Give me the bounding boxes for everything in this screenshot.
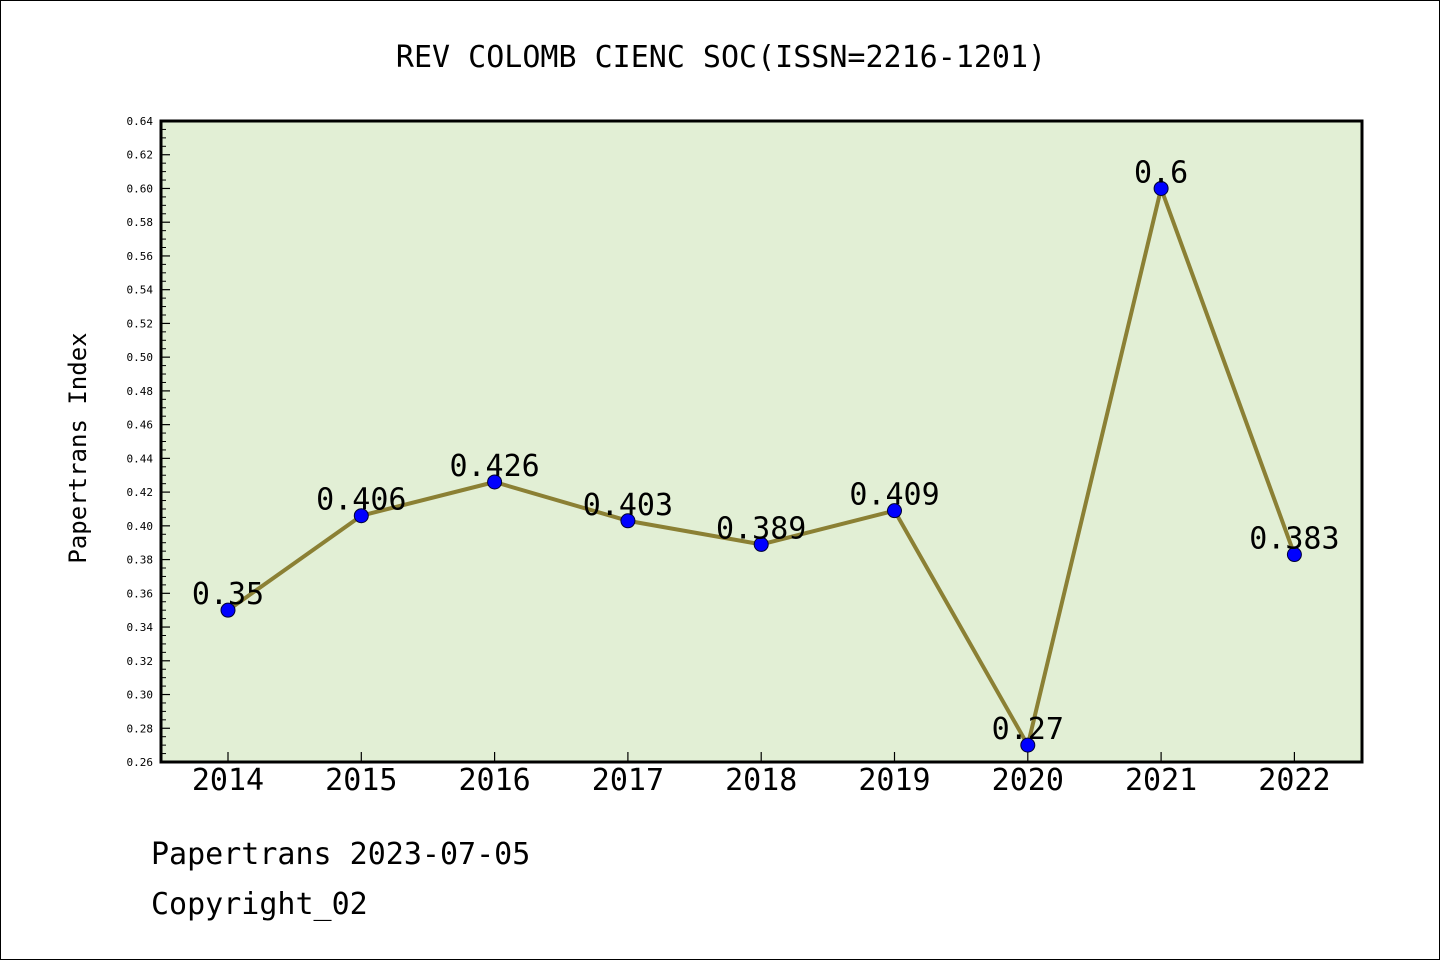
data-label: 0.426 bbox=[449, 449, 539, 484]
y-tick-label: 0.60 bbox=[127, 182, 154, 195]
data-label: 0.6 bbox=[1134, 155, 1188, 190]
y-tick-label: 0.50 bbox=[127, 351, 154, 364]
data-label: 0.389 bbox=[716, 511, 806, 546]
plot-area bbox=[159, 119, 1364, 764]
x-tick-label: 2018 bbox=[725, 763, 797, 798]
x-tick-label: 2015 bbox=[325, 763, 397, 798]
footer-source-date: Papertrans 2023-07-05 bbox=[151, 837, 531, 872]
x-tick-label: 2016 bbox=[458, 763, 530, 798]
data-label: 0.383 bbox=[1249, 522, 1339, 557]
data-label: 0.27 bbox=[992, 712, 1064, 747]
data-point bbox=[220, 602, 236, 618]
y-tick-label: 0.32 bbox=[127, 655, 154, 668]
footer-copyright: Copyright_02 bbox=[151, 887, 368, 922]
y-tick-label: 0.64 bbox=[127, 115, 154, 128]
series-group: 0.35 0.406 0.426 0.403 0.389 0.409 0.27 0.6 0.38… bbox=[192, 155, 1340, 753]
data-point bbox=[1153, 180, 1169, 196]
x-tick-label: 2014 bbox=[192, 763, 264, 798]
x-axis: 2014 2015 2016 2017 2018 2019 2020 2021 2022 bbox=[192, 752, 1331, 798]
y-tick-label: 0.38 bbox=[127, 554, 154, 567]
y-tick-label: 0.46 bbox=[127, 419, 154, 432]
data-label: 0.406 bbox=[316, 483, 406, 518]
data-point bbox=[753, 536, 769, 552]
y-tick-label: 0.36 bbox=[127, 587, 154, 600]
y-tick-label: 0.26 bbox=[127, 756, 154, 769]
y-tick-label: 0.62 bbox=[127, 149, 154, 162]
y-tick-label: 0.54 bbox=[127, 284, 154, 297]
data-label: 0.35 bbox=[192, 577, 264, 612]
y-tick-label: 0.40 bbox=[127, 520, 154, 533]
data-label: 0.403 bbox=[583, 488, 673, 523]
x-tick-label: 2022 bbox=[1258, 763, 1330, 798]
x-tick-label: 2019 bbox=[858, 763, 930, 798]
data-label: 0.409 bbox=[849, 478, 939, 513]
y-axis: 0.26 0.28 0.30 0.32 0.34 0.36 0.38 0.40 0.42 0.44… bbox=[127, 115, 170, 769]
data-point bbox=[620, 513, 636, 529]
y-tick-label: 0.48 bbox=[127, 385, 154, 398]
data-point bbox=[353, 508, 369, 524]
chart-title: REV COLOMB CIENC SOC(ISSN=2216-1201) bbox=[396, 40, 1046, 75]
data-point bbox=[1286, 547, 1302, 563]
y-tick-label: 0.52 bbox=[127, 317, 154, 330]
y-tick-label: 0.42 bbox=[127, 486, 154, 499]
y-tick-label: 0.58 bbox=[127, 216, 154, 229]
x-tick-label: 2020 bbox=[992, 763, 1064, 798]
data-point bbox=[887, 503, 902, 519]
y-tick-label: 0.28 bbox=[127, 722, 154, 735]
y-axis-label: Papertrans Index bbox=[64, 332, 92, 563]
x-tick-label: 2017 bbox=[592, 763, 664, 798]
data-point bbox=[1020, 737, 1036, 753]
y-tick-label: 0.34 bbox=[127, 621, 154, 634]
y-tick-label: 0.44 bbox=[127, 452, 154, 465]
data-point bbox=[487, 474, 503, 490]
x-tick-label: 2021 bbox=[1125, 763, 1197, 798]
y-tick-label: 0.30 bbox=[127, 689, 154, 702]
y-tick-label: 0.56 bbox=[127, 250, 154, 263]
